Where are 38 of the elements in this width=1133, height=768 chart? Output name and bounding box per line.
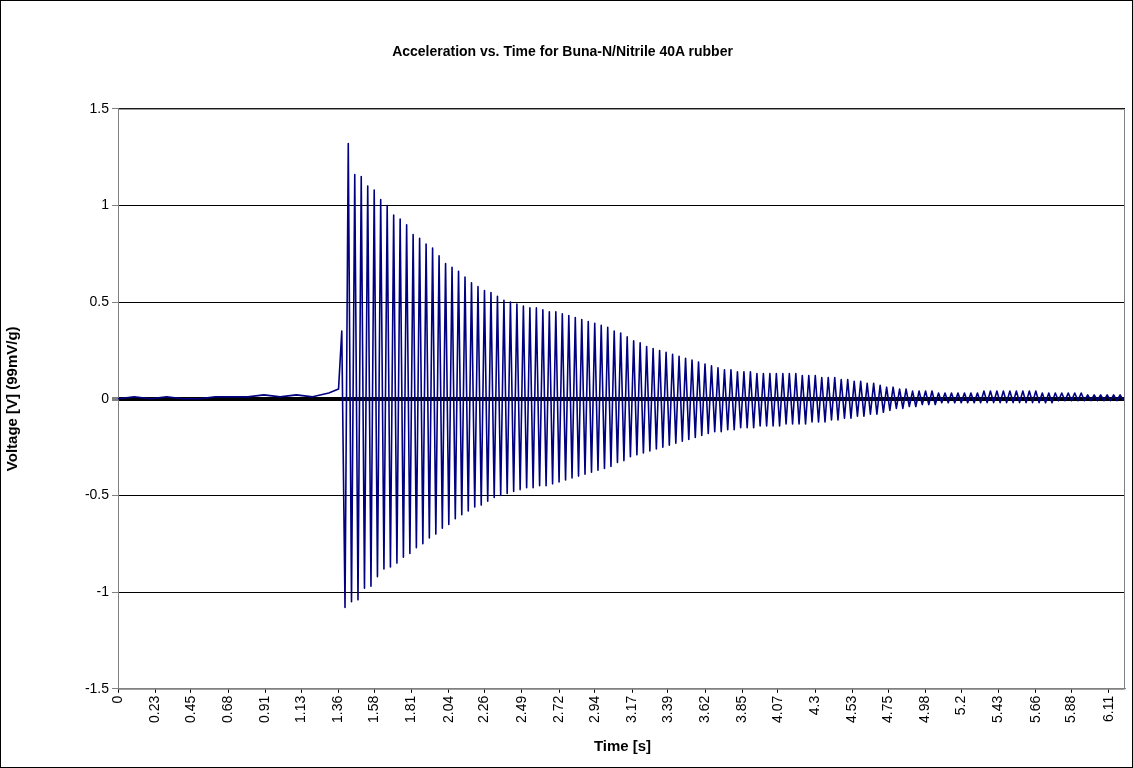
x-tick-label: 2.26 bbox=[475, 695, 492, 723]
x-tick-label: 6.11 bbox=[1099, 695, 1116, 722]
x-tick-label: 3.62 bbox=[695, 695, 712, 723]
x-tick-label: 2.72 bbox=[549, 695, 566, 723]
x-tick-label: 2.49 bbox=[512, 695, 529, 723]
y-axis-title: Voltage [V] (99mV/g) bbox=[3, 326, 21, 472]
y-tick-label: -0.5 bbox=[84, 486, 110, 503]
x-tick-label: 5.88 bbox=[1062, 695, 1079, 723]
x-tick-label: 2.04 bbox=[439, 695, 456, 723]
x-tick-label: 0.23 bbox=[146, 695, 163, 723]
x-axis-title: Time [s] bbox=[592, 737, 653, 754]
x-tick-label: 1.13 bbox=[292, 695, 309, 723]
x-tick-label: 4.07 bbox=[768, 695, 785, 723]
x-tick-label: 1.81 bbox=[402, 695, 419, 723]
y-tick-label: 1.5 bbox=[89, 99, 110, 116]
x-tick-label: 0 bbox=[108, 695, 125, 704]
x-tick-label: 1.36 bbox=[329, 695, 346, 723]
y-tick-label: -1.5 bbox=[84, 679, 110, 696]
x-tick-label: 3.85 bbox=[733, 695, 750, 723]
x-tick-label: 4.75 bbox=[879, 695, 896, 723]
x-tick-label: 4.3 bbox=[806, 695, 823, 716]
y-tick-label: 1 bbox=[101, 196, 110, 213]
x-tick-label: 2.94 bbox=[585, 695, 602, 723]
x-tick-label: 0.91 bbox=[256, 695, 273, 723]
x-tick-label: 3.39 bbox=[658, 695, 675, 723]
chart-title: Acceleration vs. Time for Buna-N/Nitrile 40A rubber bbox=[392, 43, 734, 60]
x-tick-label: 4.53 bbox=[843, 695, 860, 723]
x-tick-label: 5.43 bbox=[989, 695, 1006, 723]
x-tick-label: 5.66 bbox=[1026, 695, 1043, 723]
x-tick-label: 4.98 bbox=[916, 695, 933, 723]
y-tick-label: 0.5 bbox=[89, 292, 110, 309]
x-tick-label: 3.17 bbox=[622, 695, 639, 723]
y-tick-label: -1 bbox=[96, 582, 110, 599]
x-tick-label: 0.45 bbox=[181, 695, 198, 723]
x-tick-label: 1.58 bbox=[365, 695, 382, 723]
y-tick-label: 0 bbox=[101, 389, 110, 406]
x-tick-label: 0.68 bbox=[219, 695, 236, 723]
x-tick-label: 5.2 bbox=[952, 695, 969, 716]
